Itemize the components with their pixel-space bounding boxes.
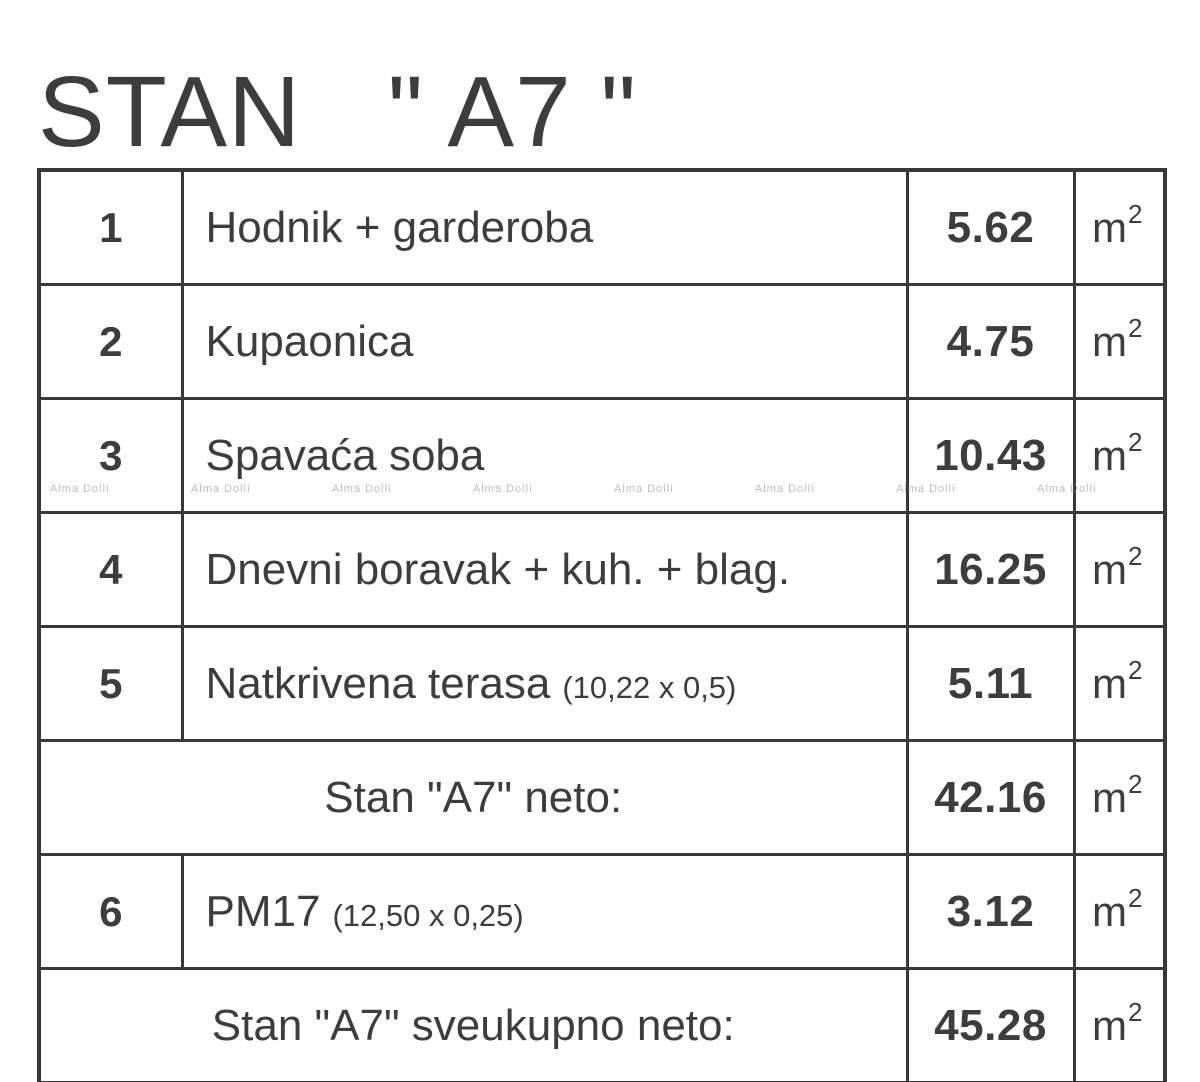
area-value: 5.11: [905, 625, 1076, 742]
watermark-text: Alma Dolli: [473, 483, 533, 495]
area-value: 3.12: [905, 853, 1076, 970]
table-row: 4 Dnevni boravak + kuh. + blag. 16.25 m2: [37, 511, 1167, 628]
area-unit: m2: [1072, 739, 1167, 856]
room-name: Dnevni boravak + kuh. + blag.: [205, 544, 791, 594]
room-name: Hodnik + garderoba: [205, 202, 594, 252]
area-value: 5.62: [905, 168, 1076, 286]
area-unit: m2: [1072, 511, 1167, 628]
page-title: STAN " A7 ": [38, 56, 637, 168]
watermark-text: Alma Dolli: [191, 483, 251, 495]
room-name-cell: Hodnik + garderoba: [180, 168, 909, 286]
row-number: 5: [37, 625, 184, 742]
watermark-text: Alma Dolli: [614, 483, 674, 495]
area-unit: m2: [1072, 283, 1167, 400]
summary-label: Stan "A7" sveukupno neto:: [37, 967, 909, 1082]
room-name-cell: Kupaonica: [180, 283, 909, 400]
row-number: 2: [37, 283, 184, 400]
table-row: 2 Kupaonica 4.75 m2: [37, 283, 1167, 400]
row-number: 4: [37, 511, 184, 628]
watermark-text: Alma Dolli: [1037, 483, 1097, 495]
watermark-text: Alma Dolli: [755, 483, 815, 495]
row-number: 3: [37, 397, 184, 514]
table-row: 3 Spavaća soba 10.43 m2: [37, 397, 1167, 514]
room-dimensions-note: (10,22 x 0,5): [562, 669, 737, 705]
room-dimensions-note: (12,50 x 0,25): [332, 897, 524, 933]
row-number: 1: [37, 168, 184, 286]
area-table: 1 Hodnik + garderoba 5.62 m2 2 Kupaonica…: [37, 168, 1167, 1082]
summary-label: Stan "A7" neto:: [37, 739, 909, 856]
table-row: 6 PM17 (12,50 x 0,25) 3.12 m2: [37, 853, 1167, 970]
summary-row: Stan "A7" neto: 42.16 m2: [37, 739, 1167, 856]
area-value: 10.43: [905, 397, 1076, 514]
room-name: Kupaonica: [205, 316, 414, 366]
room-name-cell: Natkrivena terasa (10,22 x 0,5): [180, 625, 909, 742]
row-number: 6: [37, 853, 184, 970]
area-value: 45.28: [905, 967, 1076, 1082]
area-unit: m2: [1072, 625, 1167, 742]
area-unit: m2: [1072, 853, 1167, 970]
room-name: Natkrivena terasa: [205, 658, 551, 708]
table-row: 5 Natkrivena terasa (10,22 x 0,5) 5.11 m2: [37, 625, 1167, 742]
watermark-text: Alma Dolli: [332, 483, 392, 495]
room-name-cell: PM17 (12,50 x 0,25): [180, 853, 909, 970]
room-name: Spavaća soba: [205, 430, 485, 480]
room-name-cell: Dnevni boravak + kuh. + blag.: [180, 511, 909, 628]
area-value: 4.75: [905, 283, 1076, 400]
table-row: 1 Hodnik + garderoba 5.62 m2: [37, 168, 1167, 286]
area-unit: m2: [1072, 168, 1167, 286]
room-name-cell: Spavaća soba: [180, 397, 909, 514]
watermark-text: Alma Dolli: [50, 483, 110, 495]
watermark-text: Alma Dolli: [896, 483, 956, 495]
summary-row: Stan "A7" sveukupno neto: 45.28 m2: [37, 967, 1167, 1082]
room-name: PM17: [205, 886, 321, 936]
area-unit: m2: [1072, 967, 1167, 1082]
area-unit: m2: [1072, 397, 1167, 514]
area-value: 16.25: [905, 511, 1076, 628]
area-value: 42.16: [905, 739, 1076, 856]
